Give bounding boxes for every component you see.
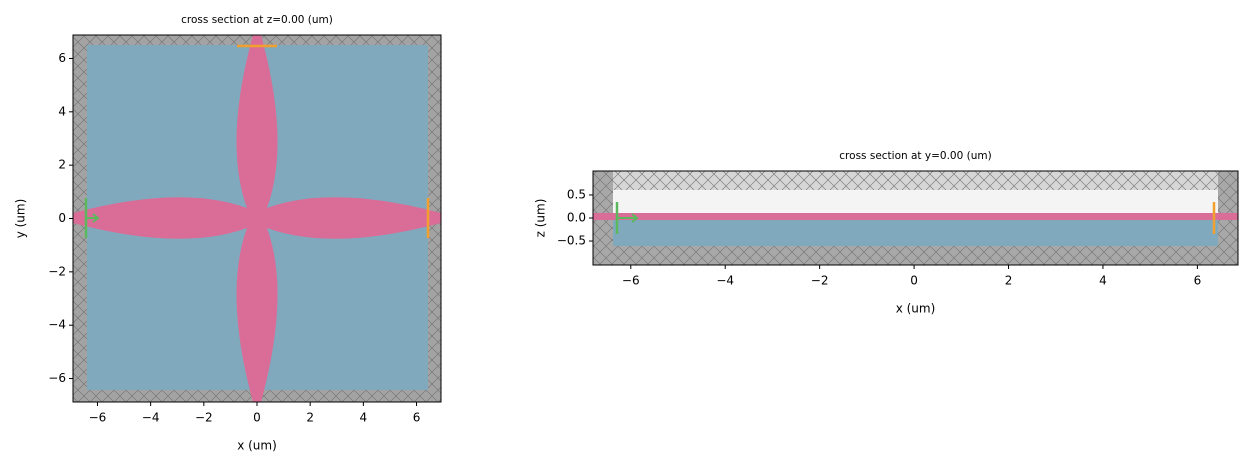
x-tick-label: 2 <box>306 411 314 425</box>
x-tick-label: −2 <box>811 274 829 288</box>
x-tick-label: 6 <box>1194 274 1202 288</box>
source-arrow <box>86 213 100 223</box>
cladding <box>613 190 1218 213</box>
x-tick-label: 2 <box>1005 274 1013 288</box>
y-tick-label: 6 <box>58 51 66 65</box>
y-tick-label: 2 <box>58 158 66 172</box>
x-tick-label: 0 <box>910 274 918 288</box>
waveguide-arm <box>257 197 441 239</box>
chart-title: cross section at z=0.00 (um) <box>181 14 333 26</box>
y-tick-label: 4 <box>58 104 66 118</box>
x-axis-label: x (um) <box>237 439 277 453</box>
y-tick-label: 0.0 <box>567 211 586 225</box>
y-tick-label: −4 <box>48 318 66 332</box>
structure-xy <box>73 35 441 402</box>
y-tick-label: −6 <box>48 371 66 385</box>
waveguide-arm <box>236 35 278 218</box>
y-tick-label: 0 <box>58 211 66 225</box>
x-tick-label: 6 <box>413 411 421 425</box>
x-tick-label: 0 <box>253 411 261 425</box>
x-tick-label: −4 <box>716 274 734 288</box>
y-tick-label: −0.5 <box>557 234 586 248</box>
x-tick-label: −4 <box>142 411 160 425</box>
x-tick-label: −2 <box>195 411 213 425</box>
substrate <box>613 220 1218 246</box>
y-tick-label: −2 <box>48 264 66 278</box>
waveguide-arm <box>236 218 278 402</box>
x-tick-label: 4 <box>1099 274 1107 288</box>
x-tick-label: −6 <box>89 411 107 425</box>
waveguide <box>593 213 1238 220</box>
structure-xz <box>593 171 1238 265</box>
x-tick-label: −6 <box>622 274 640 288</box>
x-tick-label: 4 <box>360 411 368 425</box>
y-axis-label: y (um) <box>14 199 28 239</box>
x-axis-label: x (um) <box>896 302 936 316</box>
chart-title: cross section at y=0.00 (um) <box>839 150 991 162</box>
y-tick-label: 0.5 <box>567 187 586 201</box>
waveguide-arm <box>73 197 257 239</box>
y-axis-label: z (um) <box>534 199 548 238</box>
source-arrow <box>617 213 639 223</box>
